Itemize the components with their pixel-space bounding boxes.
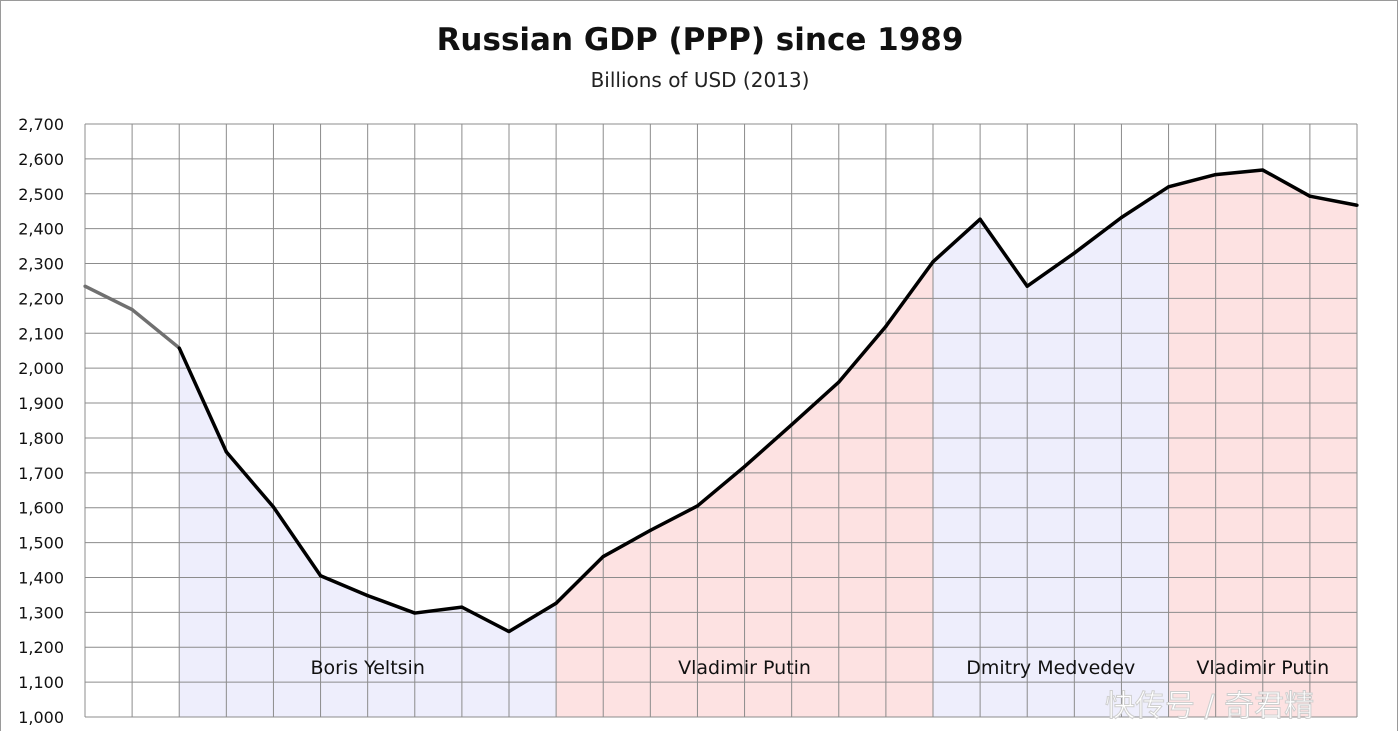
data-point bbox=[224, 450, 228, 454]
chart-subtitle: Billions of USD (2013) bbox=[590, 68, 810, 92]
y-tick-label: 2,700 bbox=[18, 115, 64, 134]
data-point bbox=[1308, 194, 1312, 198]
y-tick-label: 2,500 bbox=[18, 185, 64, 204]
y-tick-label: 1,600 bbox=[18, 499, 64, 518]
y-axis-ticks: 1,000 1,100 1,200 1,300 1,400 1,500 1,600 1,700… bbox=[18, 115, 64, 727]
data-point bbox=[554, 601, 558, 605]
data-point bbox=[507, 629, 511, 634]
data-point bbox=[978, 217, 982, 221]
data-point bbox=[413, 611, 417, 615]
data-point bbox=[837, 380, 841, 384]
data-point bbox=[601, 554, 605, 559]
era-band-2 bbox=[933, 186, 1169, 718]
y-tick-label: 2,000 bbox=[18, 359, 64, 378]
data-point bbox=[884, 324, 888, 328]
gdp-series bbox=[83, 168, 1359, 634]
data-point bbox=[1355, 203, 1359, 207]
y-tick-label: 2,300 bbox=[18, 255, 64, 274]
data-point bbox=[271, 505, 276, 509]
chart-title: Russian GDP (PPP) since 1989 bbox=[436, 22, 964, 58]
data-point bbox=[648, 528, 652, 532]
data-point bbox=[366, 594, 370, 598]
era-label-2: Dmitry Medvedev bbox=[966, 657, 1135, 679]
y-tick-label: 1,900 bbox=[18, 394, 64, 413]
data-point bbox=[1025, 284, 1029, 288]
era-label-1: Vladimir Putin bbox=[678, 657, 811, 679]
data-point bbox=[1214, 172, 1218, 177]
data-point bbox=[931, 260, 935, 264]
era-label-0: Boris Yeltsin bbox=[310, 657, 424, 679]
grid bbox=[84, 123, 1358, 718]
y-tick-label: 2,400 bbox=[18, 220, 64, 239]
data-point bbox=[318, 574, 323, 578]
y-tick-label: 1,000 bbox=[18, 708, 64, 727]
y-tick-label: 2,100 bbox=[18, 324, 64, 343]
era-label-3: Vladimir Putin bbox=[1196, 657, 1329, 679]
watermark-text: 快传号 / 奇君精 bbox=[1105, 689, 1314, 724]
data-point bbox=[130, 307, 134, 312]
data-point bbox=[1072, 251, 1076, 255]
data-point bbox=[1261, 168, 1265, 172]
y-tick-label: 1,400 bbox=[18, 568, 64, 587]
y-tick-label: 1,200 bbox=[18, 638, 64, 657]
series-line-main bbox=[177, 168, 1358, 634]
data-point bbox=[83, 284, 87, 288]
y-tick-label: 2,200 bbox=[18, 289, 64, 308]
y-tick-label: 2,600 bbox=[18, 150, 64, 169]
y-tick-label: 1,500 bbox=[18, 534, 64, 553]
data-point bbox=[460, 605, 464, 609]
y-tick-label: 1,800 bbox=[18, 429, 64, 448]
y-tick-label: 1,700 bbox=[18, 464, 64, 483]
data-point bbox=[1119, 215, 1124, 220]
data-point bbox=[695, 504, 700, 508]
era-labels: Boris Yeltsin Vladimir Putin Dmitry Medved… bbox=[310, 657, 1329, 679]
data-point bbox=[742, 464, 747, 469]
y-tick-label: 1,100 bbox=[18, 673, 64, 692]
y-tick-label: 1,300 bbox=[18, 603, 64, 622]
data-point bbox=[790, 423, 794, 427]
data-point bbox=[177, 346, 181, 350]
data-point bbox=[1166, 185, 1171, 189]
